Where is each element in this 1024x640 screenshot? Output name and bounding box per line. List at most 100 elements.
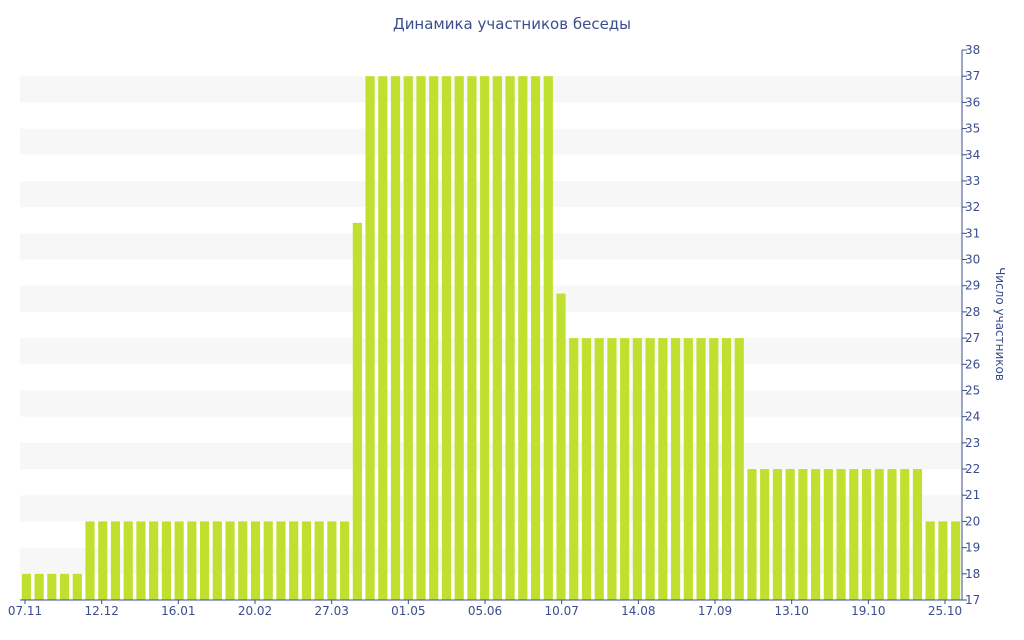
bar	[530, 76, 541, 600]
grid-band	[20, 495, 962, 522]
bar	[149, 521, 159, 600]
x-tick-label: 13.10	[774, 604, 808, 618]
bar	[21, 573, 31, 600]
grid-bands	[20, 76, 962, 574]
y-axis-title: Число участников	[993, 267, 1007, 381]
y-tick-label: 24	[965, 410, 980, 424]
bar	[480, 76, 490, 600]
bar	[492, 76, 502, 600]
bar	[632, 338, 642, 600]
x-tick-label: 05.06	[468, 604, 502, 618]
bar	[747, 469, 757, 600]
bar	[238, 521, 248, 600]
bar	[518, 76, 528, 600]
bar	[645, 338, 655, 600]
bar	[607, 338, 617, 600]
bar	[709, 338, 719, 600]
y-tick-label: 34	[965, 148, 980, 162]
bar	[59, 573, 70, 600]
bar	[874, 469, 884, 600]
bar	[378, 76, 388, 600]
y-tick-label: 21	[965, 488, 980, 502]
bar	[581, 338, 592, 600]
grid-band	[20, 233, 962, 260]
bar	[760, 469, 770, 600]
y-tick-label: 33	[965, 174, 980, 188]
y-tick-label: 23	[965, 436, 980, 450]
y-tick-label: 17	[965, 593, 980, 607]
x-ticks: 07.11 12.12 16.01 20.02 27.03 01.05 05.06 10.07…	[8, 600, 962, 618]
bar	[34, 573, 44, 600]
y-tick-label: 19	[965, 541, 980, 555]
bar	[123, 521, 133, 600]
bar	[721, 338, 732, 600]
bar	[849, 469, 859, 600]
x-tick-label: 20.02	[238, 604, 272, 618]
x-tick-label: 25.10	[928, 604, 962, 618]
grid-band	[20, 442, 962, 470]
y-tick-label: 37	[965, 69, 980, 83]
bar	[187, 521, 197, 600]
bar	[467, 76, 477, 600]
y-tick-label: 22	[965, 462, 980, 476]
bar	[798, 469, 808, 600]
y-tick-label: 20	[965, 514, 980, 528]
bar	[403, 76, 413, 600]
grid-band	[20, 76, 962, 103]
x-tick-label: 19.10	[851, 604, 885, 618]
x-tick-label: 27.03	[314, 604, 348, 618]
bar	[887, 469, 897, 600]
x-tick-label: 17.09	[698, 604, 732, 618]
bar	[811, 469, 821, 600]
x-tick-label: 14.08	[621, 604, 655, 618]
bar	[429, 76, 439, 600]
x-tick-label: 12.12	[84, 604, 118, 618]
bar	[136, 521, 146, 600]
y-tick-label: 30	[965, 253, 980, 267]
y-tick-label: 31	[965, 226, 980, 240]
bar	[85, 521, 95, 600]
axes	[20, 50, 963, 601]
bar	[823, 469, 833, 600]
x-tick-label: 16.01	[161, 604, 195, 618]
x-tick-label: 10.07	[544, 604, 578, 618]
bar	[696, 338, 706, 600]
bar	[327, 521, 337, 600]
bar	[594, 338, 604, 600]
bar	[340, 521, 350, 600]
bar	[772, 469, 783, 600]
bar	[301, 521, 312, 600]
bar	[110, 521, 121, 600]
bar	[365, 76, 375, 600]
bar	[671, 338, 681, 600]
bar	[250, 521, 261, 600]
bar	[543, 76, 553, 600]
y-tick-label: 36	[965, 95, 980, 109]
bar	[912, 469, 923, 600]
bar	[47, 573, 57, 600]
y-tick-label: 35	[965, 122, 980, 136]
grid-band	[20, 180, 962, 208]
bar	[938, 521, 948, 600]
chart-title: Динамика участников беседы	[393, 15, 631, 33]
bar	[174, 521, 184, 600]
bar	[836, 469, 846, 600]
bar	[314, 521, 324, 600]
bar	[352, 222, 362, 601]
bar	[225, 521, 235, 600]
bar	[556, 293, 566, 600]
bar	[72, 573, 82, 600]
bar	[98, 521, 108, 600]
bar	[505, 76, 515, 600]
bar	[441, 76, 452, 600]
y-tick-label: 18	[965, 567, 980, 581]
bar	[263, 521, 273, 600]
grid-band	[20, 547, 962, 574]
bar	[620, 338, 630, 600]
grid-band	[20, 285, 962, 312]
bar	[951, 521, 961, 600]
bar	[734, 338, 744, 600]
bar	[925, 521, 935, 600]
bar	[416, 76, 426, 600]
